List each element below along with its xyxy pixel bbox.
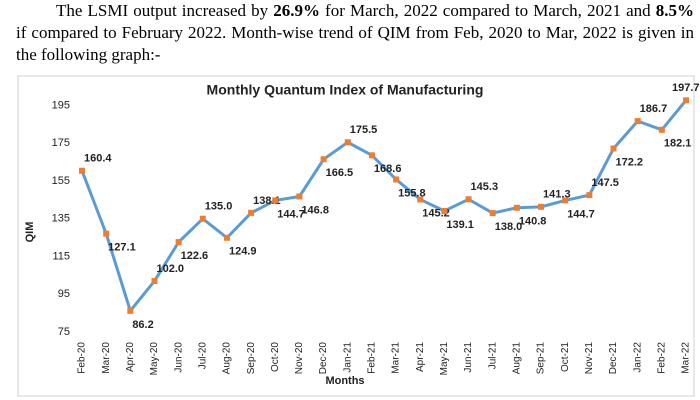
marker [683,97,689,104]
chart-title: Monthly Quantum Index of Manufacturing [207,82,484,98]
marker [320,156,327,163]
paragraph-text: if compared to February 2022. Month-wise… [16,23,694,64]
data-label: 186.7 [640,103,668,115]
marker [610,145,617,152]
x-tick-label: Apr-20 [125,342,136,372]
paragraph-text: The LSMI output increased by [56,1,274,20]
marker [658,126,665,133]
x-axis-label: Months [325,375,364,387]
x-tick-label: Dec-21 [608,342,619,375]
x-tick-label: Jun-21 [463,342,474,373]
marker [223,234,230,241]
paragraph: The LSMI output increased by 26.9% for M… [16,0,694,66]
x-tick-label: Sep-21 [536,342,547,375]
x-tick-label: Aug-20 [222,342,233,375]
data-label: 145.3 [471,181,499,193]
data-label: 175.5 [350,124,378,136]
marker [368,152,375,159]
x-tick-label: May-21 [439,342,450,376]
x-tick-label: Aug-21 [512,342,523,375]
paragraph-text: for March, 2022 compared to March, 2021 … [319,1,656,20]
x-tick-label: Dec-20 [318,342,329,375]
marker [562,197,569,204]
data-label: 146.8 [301,204,329,216]
data-label: 197.7 [672,82,700,94]
y-tick-label: 95 [58,288,70,300]
paragraph-text: 8.5% [655,1,694,20]
data-label: 147.5 [591,177,619,189]
data-label: 140.8 [519,216,547,228]
marker [393,176,400,183]
marker [79,167,85,174]
marker [199,215,206,222]
marker [175,239,182,246]
data-label: 124.9 [229,246,257,258]
paragraph-text: 26.9% [273,1,320,20]
data-label: 166.5 [326,167,354,179]
x-tick-label: Sep-20 [246,342,257,375]
chart-frame [17,75,695,397]
x-tick-label: Feb-22 [656,342,667,374]
data-label: 144.7 [277,208,305,220]
marker [344,139,351,146]
data-label: 86.2 [132,319,153,331]
data-label: 139.1 [446,219,474,231]
y-tick-label: 135 [52,213,70,225]
x-tick-label: Oct-21 [560,342,571,372]
data-label: 155.8 [398,187,426,199]
x-tick-label: Nov-20 [294,342,305,375]
marker [151,278,158,285]
y-tick-label: 155 [52,175,70,187]
marker [103,230,110,237]
marker [489,210,496,217]
y-tick-label: 175 [52,137,70,149]
x-tick-label: Mar-21 [391,342,402,374]
data-label: 122.6 [181,250,209,262]
marker [441,207,448,214]
x-tick-label: Jan-22 [632,342,643,373]
x-tick-label: Mar-20 [101,342,112,374]
y-tick-label: 195 [52,99,70,111]
x-tick-label: Apr-21 [415,342,426,372]
marker [586,192,593,199]
x-tick-label: Feb-20 [77,342,88,374]
x-tick-label: Jun-20 [173,342,184,373]
data-label: 144.7 [567,208,595,220]
x-tick-label: May-20 [149,342,160,376]
data-label: 168.6 [374,163,402,175]
data-label: 127.1 [108,242,136,254]
x-tick-label: Feb-21 [367,342,378,374]
x-tick-label: Nov-21 [584,342,595,375]
x-tick-label: Mar-22 [681,342,692,374]
marker [127,307,134,314]
data-line [80,99,688,314]
data-label: 182.1 [664,138,692,150]
y-tick-label: 115 [52,250,70,262]
data-label: 160.4 [84,153,112,165]
marker [538,203,545,210]
y-tick-label: 75 [58,326,70,338]
y-axis-label: QIM [24,222,36,243]
data-label: 102.0 [156,263,184,275]
marker [417,196,424,203]
x-tick-label: Oct-20 [270,342,281,372]
x-tick-label: Jul-20 [197,342,208,370]
x-tick-label: Jul-21 [487,342,498,370]
x-tick-label: Jan-21 [342,342,353,373]
data-label: 135.0 [205,201,233,213]
marker [296,193,303,200]
marker [513,204,520,211]
marker [634,118,641,125]
data-label: 172.2 [616,156,644,168]
data-label: 138.0 [495,221,523,233]
marker [272,197,279,204]
marker [248,209,255,216]
marker [465,196,472,203]
